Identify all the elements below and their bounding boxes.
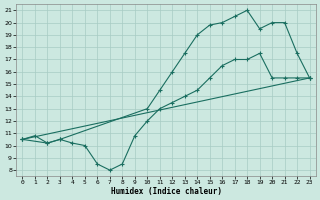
X-axis label: Humidex (Indice chaleur): Humidex (Indice chaleur) (110, 187, 221, 196)
